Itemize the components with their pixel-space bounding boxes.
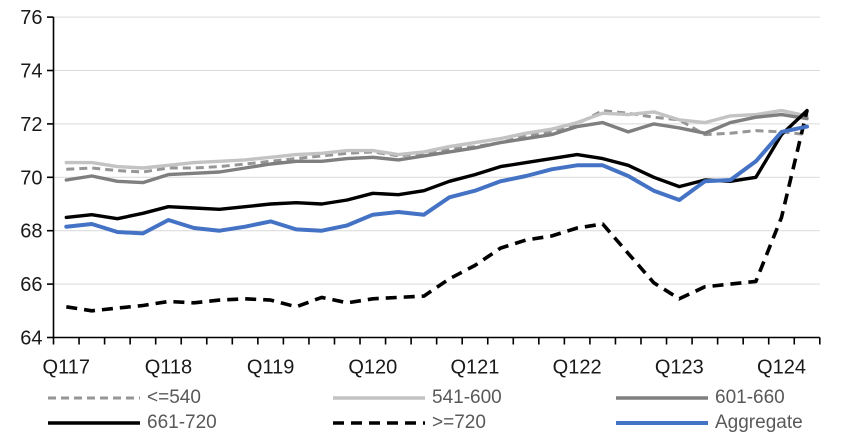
y-axis-tick-label: 70 <box>20 167 42 189</box>
y-axis-tick-label: 72 <box>20 114 42 136</box>
y-axis-tick-label: 64 <box>20 328 42 350</box>
x-axis-tick-label: Q118 <box>145 357 192 379</box>
y-axis-tick-label: 66 <box>20 274 42 296</box>
series-line-661-720 <box>64 108 809 221</box>
y-axis-tick-label: 74 <box>20 61 42 83</box>
series-line-541-600 <box>64 108 809 170</box>
x-axis-tick-label: Q120 <box>348 357 397 379</box>
series-line-601-660 <box>64 112 809 185</box>
x-axis-tick-label: Q119 <box>247 357 294 379</box>
x-axis-tick-label: Q122 <box>553 357 602 379</box>
series-line-aggregate <box>64 124 809 236</box>
y-axis-tick-label: 68 <box>20 221 42 243</box>
series-line-ge720 <box>66 110 809 313</box>
series-line-le540 <box>66 109 808 174</box>
x-axis-tick-label: Q121 <box>450 357 499 379</box>
x-axis-tick-label: Q124 <box>757 357 806 379</box>
x-axis-tick-label: Q117 <box>43 357 90 379</box>
x-axis-tick-label: Q123 <box>655 357 704 379</box>
y-axis-tick-label: 76 <box>20 7 42 29</box>
